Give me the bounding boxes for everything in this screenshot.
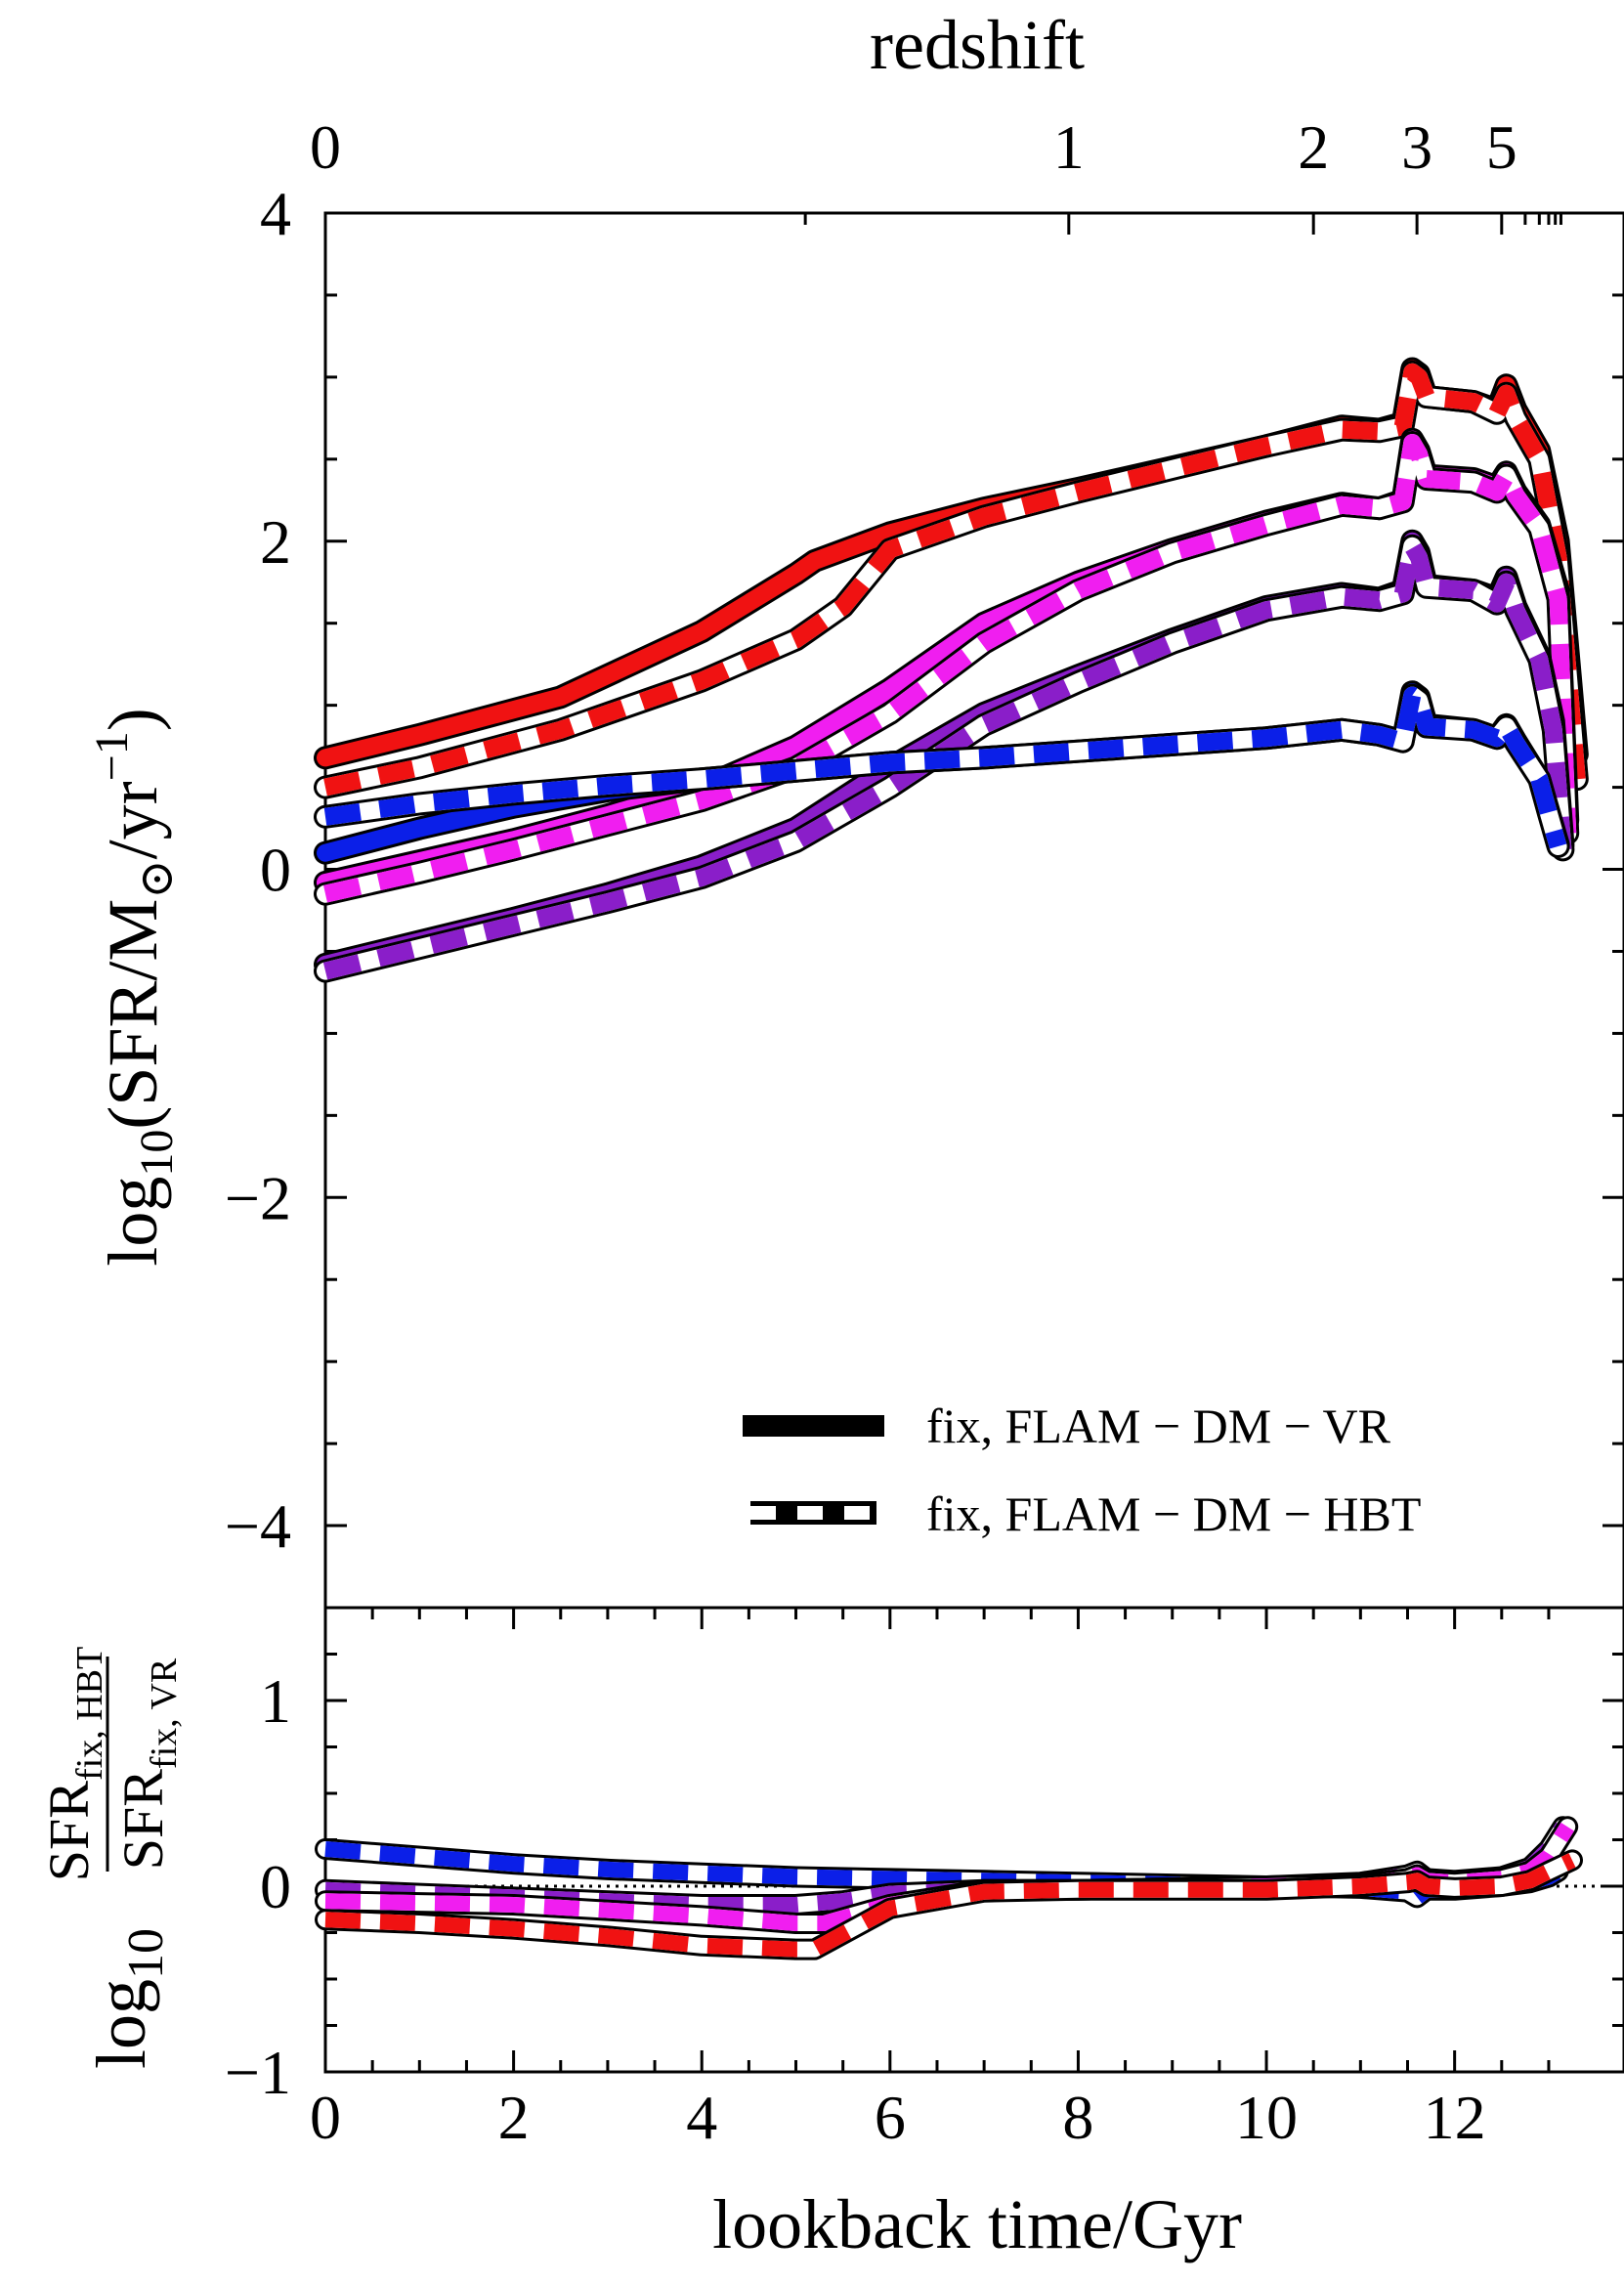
x-tick-label: 12: [1424, 2083, 1486, 2152]
bottom-panel-frame: [323, 1606, 1624, 2074]
axis-ticks: [323, 211, 1624, 2074]
y-tick-label: −1: [225, 2038, 291, 2107]
y-tick-label: 0: [260, 836, 291, 905]
blue-HBT-line: [323, 686, 1567, 849]
bottom-y-axis-title: log10 SFRfix, HBT SFRfix, VR: [37, 1647, 185, 2069]
x-tick-labels: 0 2 4 6 8 10 12: [310, 2083, 1486, 2152]
red-HBT-line: [323, 363, 1586, 797]
redshift-tick-label: 0: [310, 112, 341, 182]
violet-HBT-line: [322, 537, 1572, 980]
redshift-tick-label: 5: [1486, 112, 1517, 182]
redshift-tick-label: 3: [1401, 112, 1432, 182]
svg-text:SFRfix, HBT: SFRfix, HBT: [37, 1647, 110, 1881]
bottom-y-tick-labels: 1 0 −1: [225, 1666, 291, 2107]
x-tick-label: 8: [1062, 2083, 1093, 2152]
x-axis-title: lookback time/Gyr: [712, 2185, 1242, 2263]
redshift-tick-label: 2: [1298, 112, 1329, 182]
magenta-HBT-line: [323, 434, 1577, 903]
top-y-axis-title: log10(SFR/M⊙/yr−1): [86, 708, 183, 1266]
bottom-series-group: [315, 1816, 1583, 1960]
y-tick-label: 0: [260, 1852, 291, 1921]
legend-label-hbt: fix, FLAM − DM − HBT: [926, 1486, 1421, 1541]
x-tick-label: 4: [686, 2083, 717, 2152]
x-tick-label: 0: [310, 2083, 341, 2152]
red-ratio-line: [324, 1853, 1576, 1958]
top-axis-title: redshift: [870, 6, 1085, 84]
x-tick-label: 6: [875, 2083, 906, 2152]
svg-text:SFRfix, VR: SFRfix, VR: [111, 1658, 185, 1870]
top-y-tick-labels: 4 2 0 −2 −4: [225, 179, 291, 1561]
top-series-group: [314, 357, 1589, 983]
x-tick-label: 2: [498, 2083, 530, 2152]
y-tick-label: −4: [225, 1491, 291, 1561]
y-tick-label: 1: [260, 1666, 291, 1736]
redshift-tick-label: 1: [1053, 112, 1085, 182]
y-tick-label: 2: [260, 507, 291, 577]
svg-text:log10: log10: [82, 1928, 174, 2069]
legend-label-vr: fix, FLAM − DM − VR: [926, 1399, 1391, 1453]
x-tick-label: 10: [1235, 2083, 1298, 2152]
legend: fix, FLAM − DM − VR fix, FLAM − DM − HBT: [743, 1399, 1421, 1541]
y-tick-label: −2: [225, 1163, 291, 1232]
y-tick-label: 4: [260, 179, 291, 248]
